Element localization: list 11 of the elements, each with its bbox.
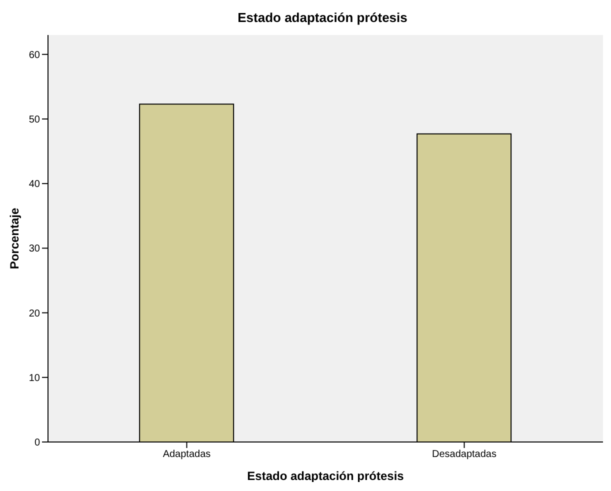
y-tick-label: 20 <box>28 308 40 320</box>
x-tick-label: Desadaptadas <box>432 449 496 460</box>
y-tick-label: 10 <box>28 372 40 384</box>
y-tick-label: 60 <box>28 50 40 61</box>
y-tick-label: 30 <box>28 244 40 255</box>
y-axis-title: Porcentaje <box>7 207 22 270</box>
x-tick-label: Adaptadas <box>162 449 211 460</box>
chart-title: Estado adaptación prótesis <box>236 10 408 25</box>
y-tick-label: 0 <box>34 438 40 449</box>
y-tick-label: 50 <box>28 114 40 126</box>
y-tick-label: 40 <box>28 179 40 190</box>
